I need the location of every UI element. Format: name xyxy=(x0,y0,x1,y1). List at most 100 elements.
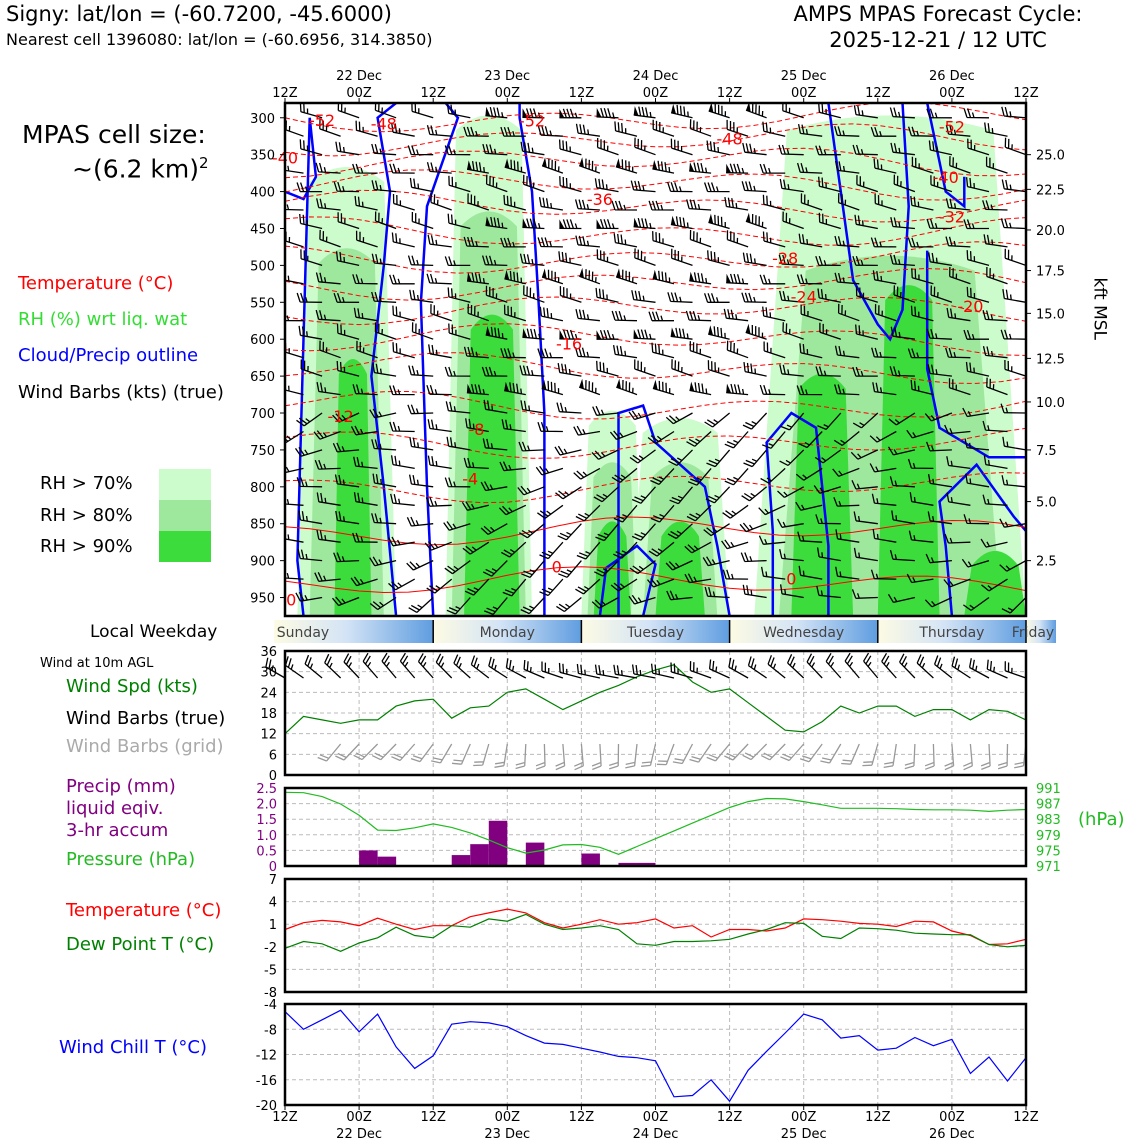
xs-wind-barb xyxy=(611,467,638,483)
rh-region-90 xyxy=(964,550,1026,616)
barb-shaft xyxy=(833,497,860,507)
barb-shaft xyxy=(558,662,582,679)
barb-shaft xyxy=(554,445,582,456)
xs-wind-barb xyxy=(667,523,693,540)
xs-wind-barb xyxy=(870,126,897,137)
xs-wind-barb xyxy=(652,119,675,137)
xs-wind-barb xyxy=(1002,436,1026,451)
pressure-tick-label: 650 xyxy=(250,370,275,385)
xs-wind-barb xyxy=(430,193,452,211)
barb-shaft xyxy=(796,162,823,174)
xs-wind-barb xyxy=(870,237,897,248)
surface-wind-barb-grid xyxy=(371,743,397,761)
cloud-outline xyxy=(925,103,966,209)
surface-wind-barb-grid xyxy=(997,743,1009,770)
barb-shaft xyxy=(300,249,323,267)
barb-shaft xyxy=(537,125,563,137)
xs-wind-barb xyxy=(554,445,582,456)
xs-wind-barb xyxy=(703,182,730,193)
xs-wind-barb xyxy=(890,326,915,340)
barb-shaft xyxy=(984,122,1008,137)
xs-wind-barb xyxy=(724,196,749,211)
surface-wind-barb-true xyxy=(576,663,601,679)
barb-shaft xyxy=(417,653,434,679)
xs-wind-barb xyxy=(779,549,804,562)
barb-shaft xyxy=(445,401,471,414)
barb-shaft xyxy=(615,269,638,285)
barb-shaft xyxy=(427,419,452,433)
surface-wind-barb-true xyxy=(304,654,323,679)
barb-shaft xyxy=(759,274,786,285)
barb-shaft xyxy=(629,449,656,464)
barb-shaft xyxy=(815,255,841,267)
barb-shaft xyxy=(575,504,601,522)
xs-wind-barb xyxy=(986,266,1008,285)
surface-wind-barb-true xyxy=(558,662,582,679)
temperature-isotherm xyxy=(285,566,1026,594)
xs-wind-barb xyxy=(519,365,545,377)
xs-wind-barb xyxy=(374,211,397,230)
barb-shaft xyxy=(813,485,841,494)
temperature-isotherm xyxy=(285,189,1026,223)
surface-wind-barb-grid xyxy=(555,743,566,771)
pressure-tick-label: 300 xyxy=(250,112,275,127)
xs-wind-barb xyxy=(353,492,378,506)
bottom-time-tick-label: 00Z xyxy=(791,1110,817,1125)
height-tick-label: 20.0 xyxy=(1036,224,1065,239)
barb-shaft xyxy=(817,412,842,430)
barb-shaft xyxy=(724,196,749,211)
barb-pennant xyxy=(485,106,491,117)
xs-wind-barb xyxy=(669,486,693,505)
xs-wind-barb xyxy=(596,137,619,156)
surface-wind-barb-true xyxy=(787,654,805,679)
barb-shaft xyxy=(285,430,304,444)
barb-shaft xyxy=(523,285,545,303)
xs-wind-barb xyxy=(430,304,452,322)
xs-wind-barb xyxy=(295,591,323,602)
barb-shaft xyxy=(708,214,730,230)
surface-wind-barb-grid xyxy=(761,743,786,761)
xs-wind-barb xyxy=(742,412,768,430)
xs-wind-barb xyxy=(299,139,323,156)
barb-shaft xyxy=(444,256,471,267)
barb-shaft xyxy=(1001,106,1026,119)
xs-wind-barb xyxy=(982,200,1008,211)
barb-shaft xyxy=(408,597,434,613)
xs-wind-barb xyxy=(352,274,378,285)
xs-wind-barb xyxy=(722,569,749,580)
barb-shaft xyxy=(890,217,915,230)
barb-pennant xyxy=(522,218,528,228)
xs-wind-barb xyxy=(334,474,360,488)
barb-shaft xyxy=(815,366,841,377)
barb-shaft xyxy=(575,235,600,248)
xs-wind-barb xyxy=(354,195,378,211)
xs-wind-barb xyxy=(796,162,823,174)
weekday-band xyxy=(877,620,1026,643)
xs-wind-barb xyxy=(816,547,841,562)
barb-shaft xyxy=(447,213,471,230)
xs-wind-barb xyxy=(501,419,526,433)
barb-shaft xyxy=(596,249,619,267)
surface-wind-barb-grid xyxy=(672,743,694,765)
barb-shaft xyxy=(295,591,323,602)
xs-wind-barb xyxy=(745,212,767,230)
xs-wind-barb xyxy=(502,578,527,597)
barb-shaft xyxy=(374,103,397,119)
top-date-label: 22 Dec xyxy=(336,69,382,84)
barb-shaft xyxy=(537,422,563,433)
barb-pennant xyxy=(466,383,472,394)
barb-shaft xyxy=(740,552,767,563)
barb-shaft xyxy=(1004,661,1027,679)
barb-shaft xyxy=(296,292,323,303)
barb-shaft xyxy=(388,578,416,591)
wind-barbs-grid-label: Wind Barbs (grid) xyxy=(66,736,224,757)
surface-wind-barb-grid xyxy=(391,743,416,762)
xs-wind-barb xyxy=(614,121,638,137)
barb-shaft xyxy=(285,204,304,211)
xs-wind-barb xyxy=(782,103,804,119)
xs-wind-barb xyxy=(851,589,878,599)
barb-shaft xyxy=(444,560,471,575)
barb-shaft xyxy=(925,553,952,564)
temp-tick-label: -8 xyxy=(264,986,277,1001)
barb-shaft xyxy=(613,504,638,523)
